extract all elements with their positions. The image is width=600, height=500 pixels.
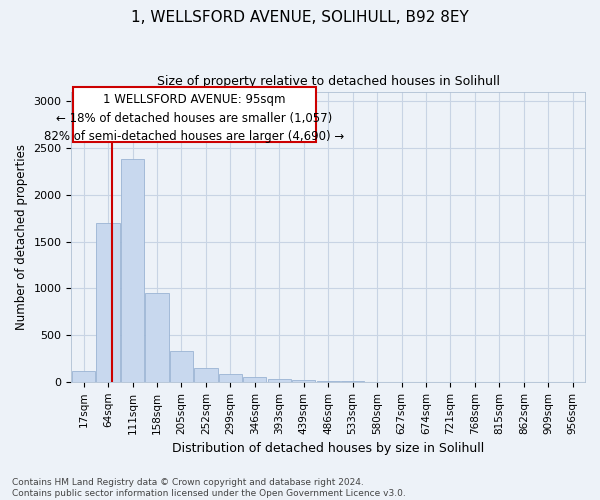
Bar [121, 160, 144, 382]
Text: ← 18% of detached houses are smaller (1,057): ← 18% of detached houses are smaller (1,… [56, 112, 332, 124]
Text: 1, WELLSFORD AVENUE, SOLIHULL, B92 8EY: 1, WELLSFORD AVENUE, SOLIHULL, B92 8EY [131, 10, 469, 25]
X-axis label: Distribution of detached houses by size in Solihull: Distribution of detached houses by size … [172, 442, 484, 455]
Text: 82% of semi-detached houses are larger (4,690) →: 82% of semi-detached houses are larger (… [44, 130, 344, 143]
Bar [194, 368, 218, 382]
Bar [243, 376, 266, 382]
Text: Contains HM Land Registry data © Crown copyright and database right 2024.
Contai: Contains HM Land Registry data © Crown c… [12, 478, 406, 498]
Bar [219, 374, 242, 382]
Y-axis label: Number of detached properties: Number of detached properties [15, 144, 28, 330]
Bar [292, 380, 316, 382]
Bar [170, 351, 193, 382]
Title: Size of property relative to detached houses in Solihull: Size of property relative to detached ho… [157, 75, 500, 88]
FancyBboxPatch shape [73, 88, 316, 142]
Bar [268, 379, 291, 382]
Bar [97, 223, 120, 382]
Bar [317, 380, 340, 382]
Bar [72, 370, 95, 382]
Text: 1 WELLSFORD AVENUE: 95sqm: 1 WELLSFORD AVENUE: 95sqm [103, 93, 286, 106]
Bar [145, 293, 169, 382]
